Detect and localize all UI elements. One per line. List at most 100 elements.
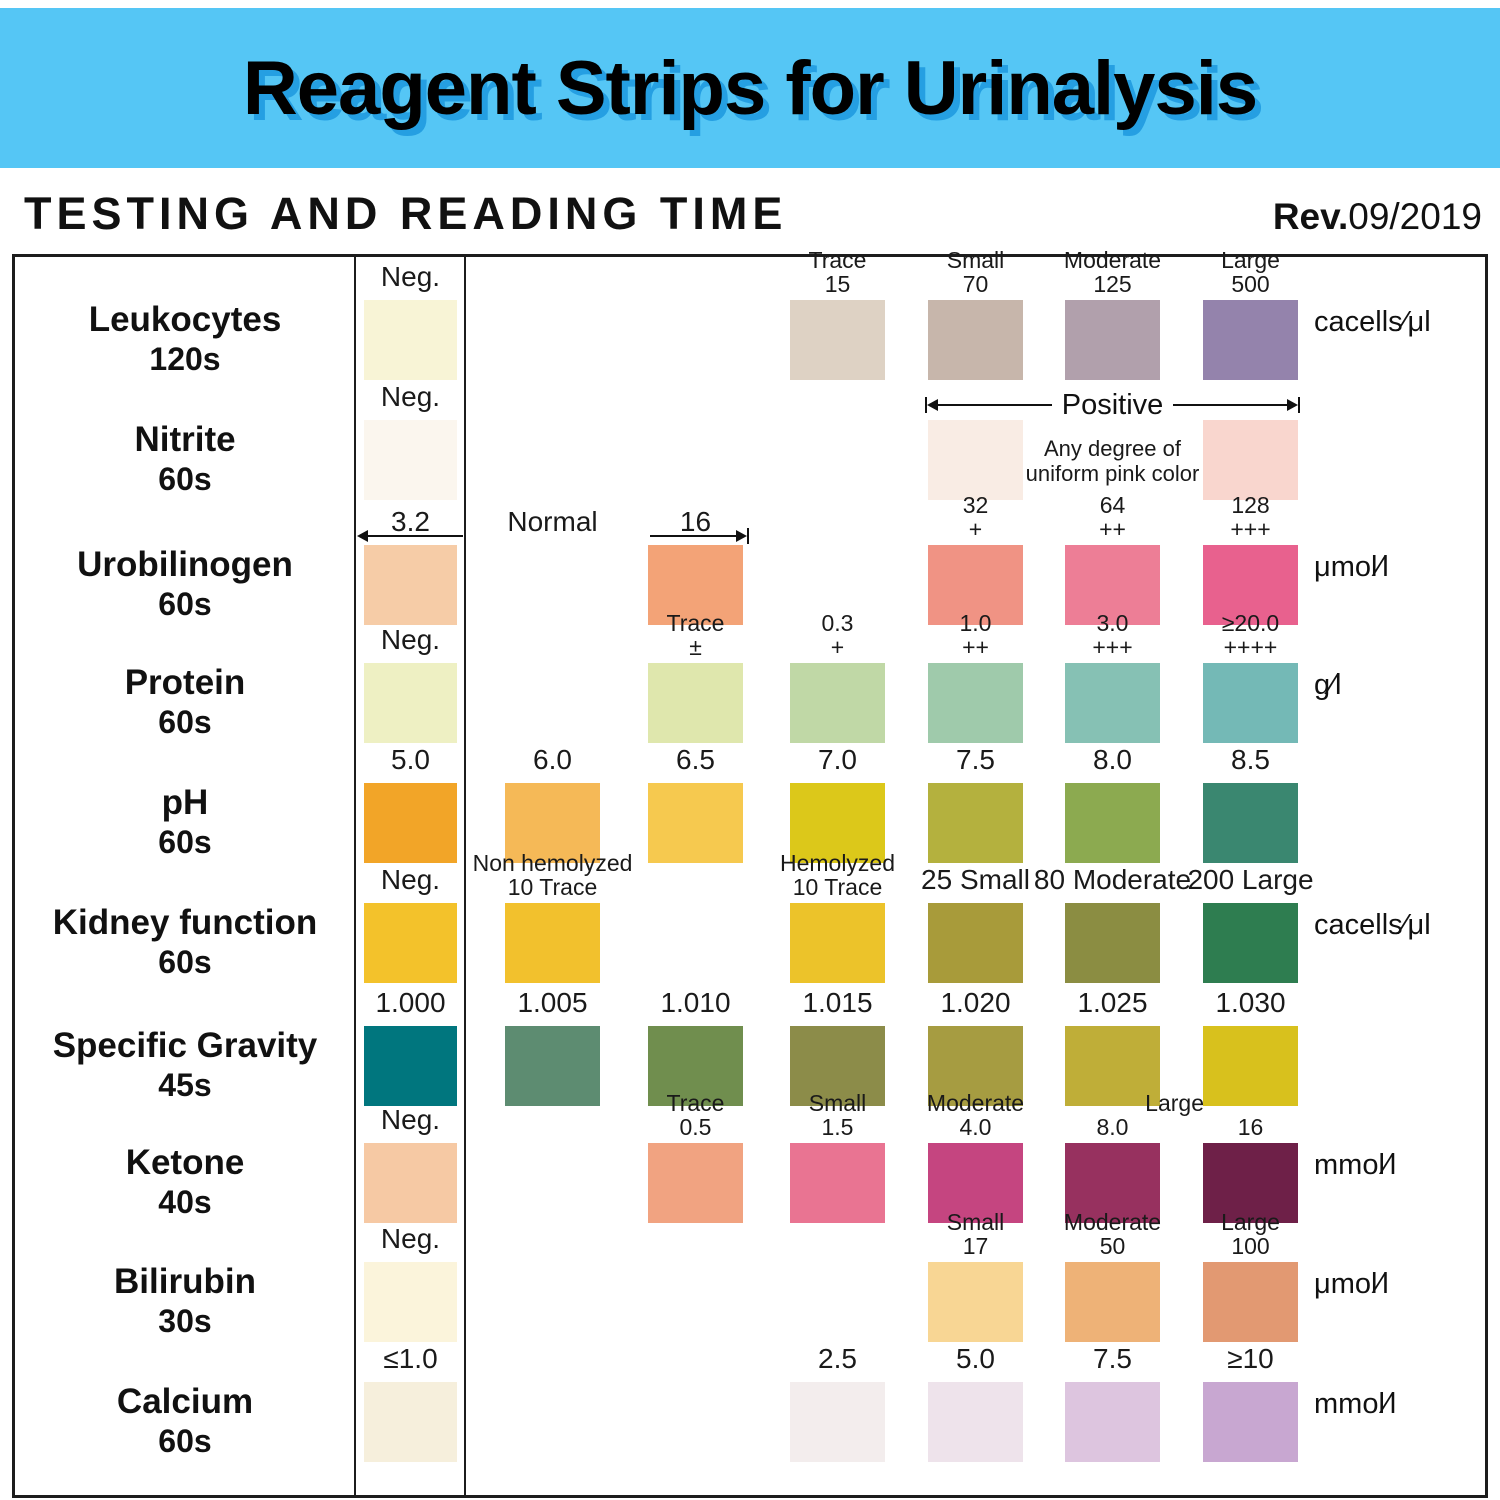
label-line: ≥10 (1227, 1343, 1274, 1374)
color-swatch (928, 1382, 1023, 1462)
page-title: Reagent Strips for Urinalysis (242, 45, 1258, 131)
label-line: ± (689, 634, 702, 660)
swatch-value-label: 8.0 (1031, 745, 1194, 775)
label-line: 5.0 (391, 744, 430, 775)
arrowhead-right-icon (736, 530, 747, 542)
color-swatch (928, 300, 1023, 380)
color-swatch (648, 545, 743, 625)
color-swatch (928, 663, 1023, 743)
label-line: Trace (808, 247, 867, 273)
swatch-value-label: Neg. (330, 625, 491, 655)
label-line: ≤1.0 (383, 1343, 438, 1374)
color-swatch (1065, 300, 1160, 380)
swatch-value-label: 1.025 (1031, 988, 1194, 1018)
swatch-value-label: 128 +++ (1169, 493, 1332, 541)
swatch-value-label: 6.0 (471, 745, 634, 775)
color-swatch (648, 1143, 743, 1223)
swatch-value-label: 200 Large (1169, 865, 1332, 895)
color-swatch (790, 1026, 885, 1106)
unit-label: μmol∕l (1314, 1268, 1389, 1300)
label-line: 16 (1237, 1114, 1264, 1140)
label-line: 100 (1231, 1233, 1270, 1259)
swatch-value-label: 5.0 (894, 1344, 1057, 1374)
swatch-value-label: Moderate 4.0 (894, 1091, 1057, 1139)
color-swatch (364, 1143, 457, 1223)
label-line: 1.020 (940, 987, 1011, 1018)
swatch-value-label: Moderate 50 (1031, 1210, 1194, 1258)
color-swatch (1065, 783, 1160, 863)
color-swatch (928, 420, 1023, 500)
color-swatch (364, 903, 457, 983)
label-line: 5.0 (956, 1343, 995, 1374)
label-line: Neg. (380, 624, 441, 655)
unit-label: g∕l (1314, 669, 1342, 701)
label-line: 0.3 (821, 610, 854, 636)
color-swatch (1065, 1026, 1160, 1106)
color-swatch (790, 300, 885, 380)
swatch-value-label: Small 70 (894, 248, 1057, 296)
color-swatch (1203, 783, 1298, 863)
color-swatch (1203, 1143, 1298, 1223)
label-line: ++ (1099, 516, 1126, 542)
negative-column-border (354, 254, 466, 1498)
swatch-value-label: Trace 0.5 (614, 1091, 777, 1139)
label-line: 0.5 (679, 1114, 712, 1140)
test-row-name: Protein 60s (20, 663, 350, 741)
color-swatch (790, 1382, 885, 1462)
color-swatch (364, 783, 457, 863)
label-line: Large (1221, 247, 1280, 273)
test-row-name: Bilirubin 30s (20, 1262, 350, 1340)
unit-label: mmol∕l (1314, 1388, 1397, 1420)
swatch-value-label: 25 Small (894, 865, 1057, 895)
color-swatch (928, 1262, 1023, 1342)
test-name: Specific Gravity (52, 1026, 318, 1065)
test-read-time: 60s (158, 586, 212, 622)
test-row-name: pH 60s (20, 783, 350, 861)
test-read-time: 40s (158, 1184, 212, 1220)
label-line: Normal (507, 506, 598, 537)
label-line: 125 (1093, 271, 1132, 297)
label-line: Small (946, 247, 1005, 273)
color-swatch (505, 783, 600, 863)
label-line: 1.025 (1077, 987, 1148, 1018)
label-line: 64 (1099, 492, 1126, 518)
swatch-value-label: Neg. (330, 865, 491, 895)
color-swatch (1065, 545, 1160, 625)
label-line: 2.5 (818, 1343, 857, 1374)
swatch-value-label: 7.5 (1031, 1344, 1194, 1374)
color-swatch (928, 1143, 1023, 1223)
test-read-time: 45s (158, 1067, 212, 1103)
color-swatch (1065, 1382, 1160, 1462)
label-line: 3.0 (1096, 610, 1129, 636)
label-line: 25 Small (921, 864, 1030, 895)
color-swatch (364, 663, 457, 743)
test-row-name: Leukocytes 120s (20, 300, 350, 378)
label-line: Trace (666, 1090, 725, 1116)
swatch-value-label: Neg. (330, 1224, 491, 1254)
label-line: 6.0 (533, 744, 572, 775)
test-read-time: 60s (158, 1423, 212, 1459)
label-line: +++ (1092, 634, 1133, 660)
color-swatch (1203, 1382, 1298, 1462)
label-line: 500 (1231, 271, 1270, 297)
rev-prefix: Rev. (1272, 196, 1349, 237)
swatch-value-label: Hemolyzed 10 Trace (756, 851, 919, 899)
label-line: Neg. (380, 261, 441, 292)
color-swatch (1065, 1262, 1160, 1342)
label-line: 1.030 (1215, 987, 1286, 1018)
color-swatch (364, 420, 457, 500)
swatch-value-label: Normal (471, 507, 634, 537)
title-banner: Reagent Strips for Urinalysis (0, 8, 1500, 168)
color-swatch (1203, 545, 1298, 625)
color-swatch (1203, 300, 1298, 380)
test-row-name: Kidney function 60s (20, 903, 350, 981)
label-line: 10 Trace (507, 874, 598, 900)
rev-date: 09/2019 (1348, 196, 1482, 237)
swatch-value-label: 5.0 (330, 745, 491, 775)
label-line (1169, 1091, 1332, 1115)
label-line: Hemolyzed (779, 850, 896, 876)
label-line: +++ (1230, 516, 1271, 542)
swatch-value-label: Moderate 125 (1031, 248, 1194, 296)
label-line: 10 Trace (792, 874, 883, 900)
